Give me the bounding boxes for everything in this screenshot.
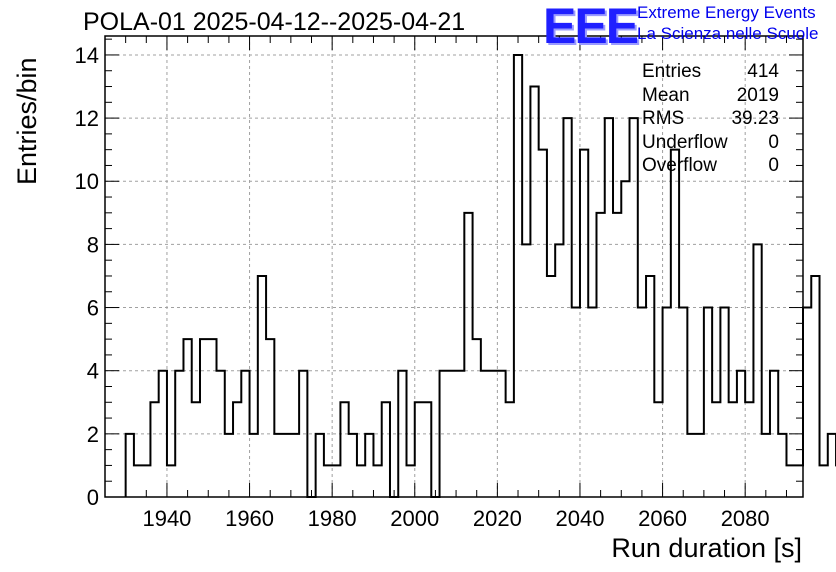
stat-value: 414 xyxy=(747,61,779,82)
stat-value: 0 xyxy=(768,131,779,153)
plot-frame xyxy=(104,35,804,498)
stat-entries: Entries 414 xyxy=(642,60,779,84)
x-tick-label: 2040 xyxy=(555,506,604,531)
stat-rms: RMS 39.23 xyxy=(642,107,779,131)
x-tick-label: 1980 xyxy=(308,506,357,531)
stat-value: 2019 xyxy=(736,84,779,106)
y-tick-label: 4 xyxy=(87,359,99,384)
stat-overflow: Overflow 0 xyxy=(642,154,779,178)
y-tick-label: 8 xyxy=(87,232,99,257)
eee-logo: EEE xyxy=(543,0,639,54)
logo-caption-1: Extreme Energy Events xyxy=(637,3,816,22)
stat-label: RMS xyxy=(642,108,685,129)
x-tick-label: 2060 xyxy=(638,506,687,531)
y-axis-label: Entries/bin xyxy=(12,57,42,185)
stat-value: 39.23 xyxy=(731,108,779,129)
stats-box: Entries 414 Mean 2019 RMS 39.23 Underflo… xyxy=(642,60,779,178)
x-tick-label: 1960 xyxy=(225,506,274,531)
stat-value: 0 xyxy=(768,155,779,176)
x-tick-label: 1940 xyxy=(142,506,191,531)
x-tick-label: 2020 xyxy=(473,506,522,531)
histogram-outline xyxy=(124,53,836,498)
logo-caption-2: La Scienza nelle Scuole xyxy=(637,24,819,43)
stat-label: Overflow xyxy=(642,155,717,176)
y-tick-label: 6 xyxy=(87,296,99,321)
x-tick-label: 2080 xyxy=(721,506,770,531)
stat-label: Underflow xyxy=(642,131,728,153)
stat-underflow: Underflow 0 xyxy=(642,131,779,155)
stat-mean: Mean 2019 xyxy=(642,84,779,108)
x-axis-label: Run duration [s] xyxy=(611,533,802,563)
stat-label: Mean xyxy=(642,84,690,106)
y-tick-label: 10 xyxy=(75,169,99,194)
y-tick-label: 0 xyxy=(87,485,99,510)
stat-label: Entries xyxy=(642,61,702,82)
x-tick-label: 2000 xyxy=(390,506,439,531)
y-tick-label: 12 xyxy=(75,106,99,131)
y-tick-label: 2 xyxy=(87,422,99,447)
y-tick-label: 14 xyxy=(75,43,99,68)
chart-title: POLA-01 2025-04-12--2025-04-21 xyxy=(83,8,466,36)
